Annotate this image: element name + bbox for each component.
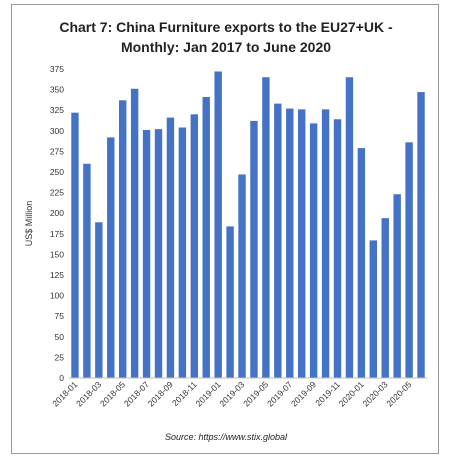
y-tick-label: 125 <box>50 270 64 280</box>
y-tick-label: 100 <box>50 291 64 301</box>
x-tick-label: 2019-09 <box>289 379 318 408</box>
y-tick-label: 150 <box>50 249 64 259</box>
bar <box>202 97 210 379</box>
chart-frame: Chart 7: China Furniture exports to the … <box>11 4 439 454</box>
bar <box>274 103 282 378</box>
bar <box>286 108 294 378</box>
y-tick-label: 0 <box>59 373 64 383</box>
bar <box>321 109 330 378</box>
bar <box>369 240 377 378</box>
bar <box>83 163 91 378</box>
chart-title: Chart 7: China Furniture exports to the … <box>12 17 440 57</box>
y-tick-label: 25 <box>55 352 65 362</box>
y-tick-label: 200 <box>50 208 64 218</box>
bar <box>226 226 234 378</box>
bar <box>309 123 318 378</box>
y-tick-label: 325 <box>50 105 64 115</box>
bar <box>142 129 151 378</box>
chart-title-line-1: Chart 7: China Furniture exports to the … <box>59 19 393 35</box>
bar <box>357 148 366 378</box>
x-tick-label: 2018-03 <box>74 379 103 408</box>
bar <box>119 100 127 378</box>
bar <box>393 194 401 378</box>
x-tick-label: 2018-05 <box>98 379 127 408</box>
bar <box>190 114 198 378</box>
bar <box>238 174 246 378</box>
y-tick-label: 225 <box>50 188 64 198</box>
bar <box>154 129 163 378</box>
x-tick-label: 2019-05 <box>241 379 270 408</box>
y-tick-label: 175 <box>50 229 64 239</box>
x-tick-label: 2020-01 <box>337 379 366 408</box>
x-tick-label: 2020-05 <box>384 379 413 408</box>
x-tick-label: 2019-03 <box>217 379 246 408</box>
bar <box>333 119 342 378</box>
bar <box>95 222 103 378</box>
bar <box>107 137 115 378</box>
bar <box>130 88 139 378</box>
y-tick-label: 375 <box>50 64 64 74</box>
bar <box>405 142 413 378</box>
x-tick-label: 2018-01 <box>50 379 79 408</box>
bar <box>262 77 270 379</box>
y-tick-label: 75 <box>55 311 65 321</box>
y-tick-label: 275 <box>50 146 64 156</box>
bar-chart: 0 25 50 75 100 125 150 175 200 225 250 275 300 325 350… <box>24 64 427 408</box>
y-axis-title: US$ Million <box>24 201 34 247</box>
bar <box>345 77 354 379</box>
chart-title-line-2: Monthly: Jan 2017 to June 2020 <box>120 39 332 55</box>
bar <box>298 109 306 378</box>
x-tick-label: 2018-07 <box>122 379 151 408</box>
bar <box>250 120 258 379</box>
y-tick-label: 50 <box>55 332 65 342</box>
bar <box>417 92 425 379</box>
source-note: Source: https://www.stix.global <box>164 432 288 442</box>
bar <box>381 218 389 378</box>
x-tick-label: 2019-01 <box>193 379 222 408</box>
bar <box>166 117 175 378</box>
x-tick-label: 2020-03 <box>361 379 390 408</box>
bar <box>214 71 222 379</box>
bar <box>178 127 187 378</box>
bar <box>71 112 79 378</box>
x-tick-label: 2019-07 <box>265 379 294 408</box>
y-tick-label: 350 <box>50 85 64 95</box>
x-tick-label: 2018-09 <box>146 379 175 408</box>
y-tick-label: 300 <box>50 126 64 136</box>
y-tick-label: 250 <box>50 167 64 177</box>
